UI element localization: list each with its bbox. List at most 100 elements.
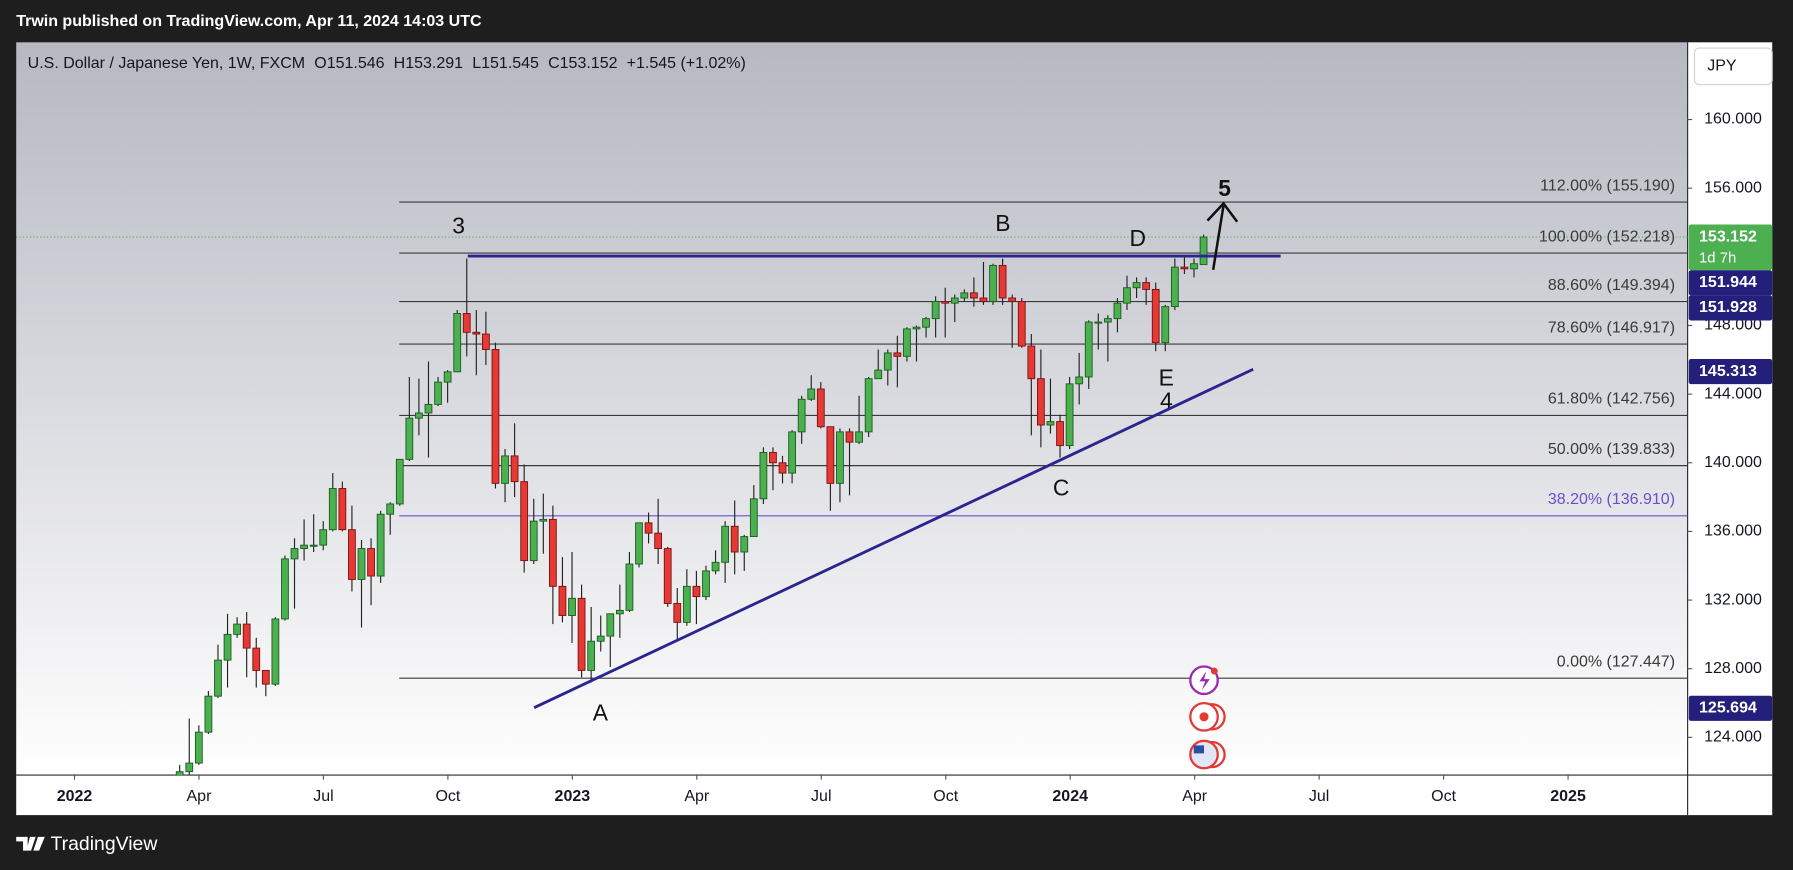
- candle-body: [941, 300, 950, 304]
- fib-label: 0.00% (127.447): [1557, 653, 1675, 670]
- plot-area: [16, 42, 1688, 776]
- candle-body: [386, 503, 395, 515]
- candle-body: [1190, 263, 1198, 270]
- candle-body: [290, 548, 299, 560]
- candle-body: [836, 431, 844, 484]
- candle-body: [319, 529, 328, 546]
- event-dot: [1210, 667, 1218, 675]
- fib-label: 88.60% (149.394): [1548, 277, 1675, 294]
- candle-body: [309, 544, 318, 547]
- x-tick-label: Oct: [1431, 788, 1456, 805]
- candle-body: [453, 312, 462, 373]
- candle-body: [367, 548, 375, 577]
- x-tick-label: 2025: [1550, 788, 1586, 805]
- candle-body: [816, 388, 825, 428]
- candle-body: [405, 417, 414, 460]
- candle-body: [979, 297, 988, 302]
- x-tick-label: Jul: [1309, 788, 1329, 805]
- fib-label: 61.80% (142.756): [1548, 391, 1675, 408]
- x-tick-label: Oct: [435, 788, 460, 805]
- event-icon-glyph: [1199, 712, 1209, 722]
- candle-body: [501, 455, 509, 484]
- y-tick-label: 132.000: [1704, 591, 1762, 608]
- candle-body: [482, 333, 490, 350]
- candle-body: [922, 318, 930, 328]
- candle-body: [998, 264, 1007, 299]
- y-tick-label: 136.000: [1704, 523, 1762, 540]
- legend-high: H153.291: [394, 55, 463, 72]
- wave-label: E: [1159, 365, 1174, 391]
- legend-close: C153.152: [548, 55, 617, 72]
- candle-body: [376, 513, 385, 577]
- legend-change: +1.545 (+1.02%): [627, 55, 746, 72]
- candle-body: [730, 525, 739, 553]
- candle-body: [338, 488, 347, 531]
- candle-body: [214, 659, 222, 697]
- header-title: Trwin published on TradingView.com, Apr …: [16, 13, 482, 30]
- wave-label: B: [995, 210, 1010, 236]
- price-badge: [1688, 270, 1773, 296]
- candle-body: [1027, 345, 1036, 380]
- candle-body: [175, 771, 184, 776]
- price-badge-label: 153.152: [1699, 228, 1757, 245]
- candle-body: [1161, 306, 1170, 344]
- candle-body: [568, 597, 576, 616]
- event-icon[interactable]: [1189, 739, 1219, 770]
- candle-body: [1084, 321, 1093, 378]
- candle-body: [261, 669, 270, 685]
- candle-body: [797, 398, 806, 433]
- candle-body: [1103, 318, 1112, 323]
- candle-body: [1199, 236, 1208, 266]
- currency-button[interactable]: [1693, 47, 1773, 86]
- candle-body: [759, 452, 768, 500]
- y-tick-label: 128.000: [1704, 660, 1762, 677]
- fib-label: 38.20% (136.910): [1548, 491, 1675, 508]
- candle-body: [778, 462, 787, 474]
- candle-body: [242, 623, 251, 649]
- wave-label: C: [1053, 474, 1070, 500]
- legend-low: L151.545: [472, 55, 539, 72]
- candle-body: [204, 695, 213, 733]
- candle-body: [415, 412, 423, 419]
- price-badge: [1688, 224, 1773, 271]
- price-badge-label: 151.928: [1699, 299, 1757, 316]
- candle-body: [1123, 287, 1131, 304]
- candle-body: [615, 609, 624, 615]
- x-tick-label: 2022: [57, 788, 93, 805]
- candle-body: [577, 597, 586, 671]
- candle-body: [185, 762, 194, 773]
- x-tick-label: 2024: [1052, 788, 1088, 805]
- candle-body: [510, 455, 519, 483]
- candle-body: [625, 563, 634, 611]
- candle-body: [300, 544, 308, 550]
- candle-body: [788, 431, 796, 474]
- y-tick-label: 160.000: [1704, 111, 1762, 128]
- candle-body: [749, 498, 758, 538]
- candle-body: [462, 312, 471, 333]
- candle-body: [912, 326, 921, 330]
- price-badge-label: 151.944: [1699, 274, 1757, 291]
- candle-body: [692, 585, 701, 598]
- fib-label: 100.00% (152.218): [1539, 228, 1675, 245]
- brand: TradingView: [51, 833, 159, 855]
- candle-body: [663, 548, 672, 604]
- y-tick-label: 148.000: [1704, 317, 1762, 334]
- candle-body: [807, 388, 816, 400]
- wave-label: A: [593, 700, 609, 726]
- candle-body: [721, 525, 730, 563]
- y-tick-label: 140.000: [1704, 454, 1762, 471]
- candle-body: [548, 518, 557, 587]
- wave-label: 3: [452, 213, 465, 239]
- y-tick-label: 144.000: [1704, 385, 1762, 402]
- candle-body: [1170, 266, 1179, 308]
- candle-body: [950, 297, 959, 304]
- candle-body: [874, 369, 883, 380]
- candle-body: [893, 352, 902, 357]
- candle-body: [443, 371, 452, 383]
- candle-body: [194, 731, 203, 764]
- x-tick-label: Oct: [933, 788, 958, 805]
- price-badge-label: 145.313: [1699, 363, 1757, 380]
- candle-body: [606, 613, 615, 637]
- candle-body: [845, 431, 854, 443]
